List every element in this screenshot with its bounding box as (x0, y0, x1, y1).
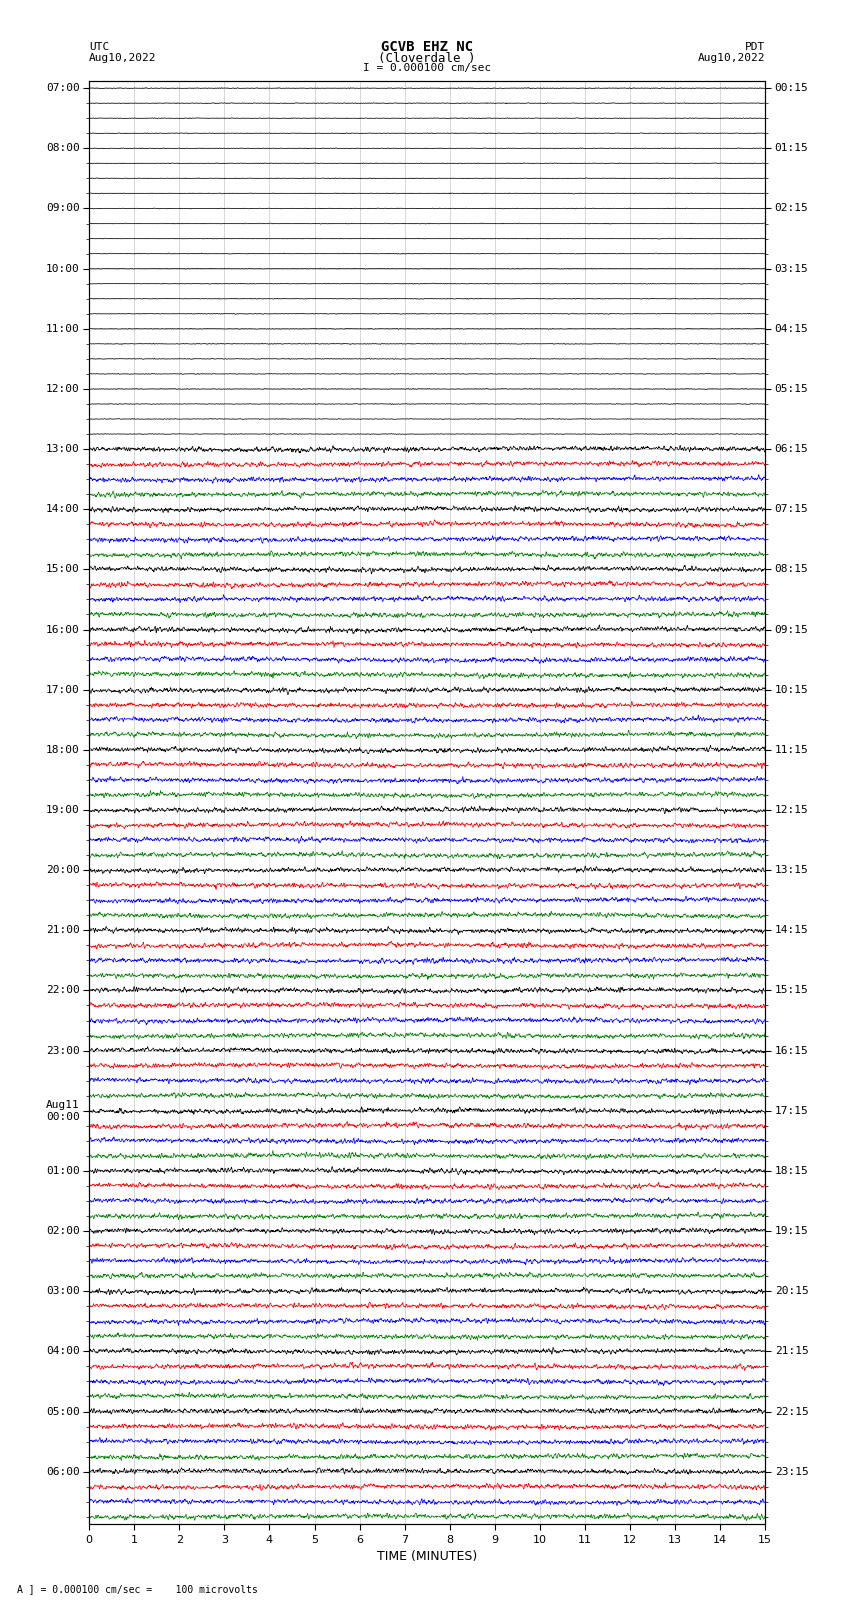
Text: A ] = 0.000100 cm/sec =    100 microvolts: A ] = 0.000100 cm/sec = 100 microvolts (17, 1584, 258, 1594)
Text: UTC: UTC (89, 42, 110, 52)
Text: Aug10,2022: Aug10,2022 (698, 53, 765, 63)
Text: GCVB EHZ NC: GCVB EHZ NC (381, 40, 473, 55)
Text: Aug10,2022: Aug10,2022 (89, 53, 156, 63)
Text: PDT: PDT (745, 42, 765, 52)
Text: (Cloverdale ): (Cloverdale ) (378, 52, 476, 65)
Text: I = 0.000100 cm/sec: I = 0.000100 cm/sec (363, 63, 491, 73)
X-axis label: TIME (MINUTES): TIME (MINUTES) (377, 1550, 477, 1563)
